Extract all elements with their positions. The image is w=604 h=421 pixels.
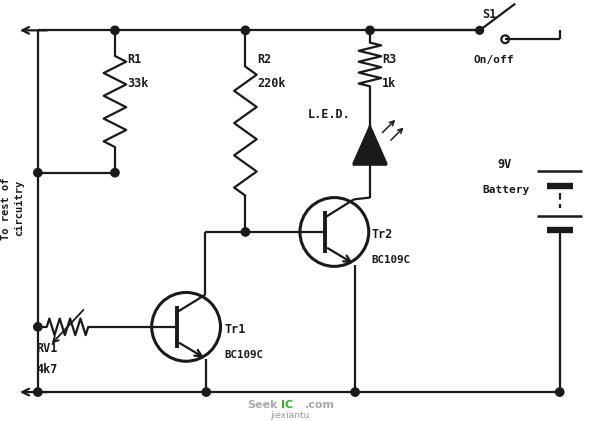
Circle shape [34, 388, 42, 396]
Circle shape [476, 27, 484, 34]
Text: Tr1: Tr1 [225, 323, 246, 336]
Circle shape [556, 388, 564, 396]
Circle shape [241, 26, 249, 35]
Circle shape [111, 26, 119, 35]
Text: L.E.D.: L.E.D. [307, 108, 350, 121]
Text: R3: R3 [382, 53, 396, 66]
Text: RV1: RV1 [37, 342, 58, 355]
Circle shape [34, 168, 42, 177]
Text: 33k: 33k [127, 77, 148, 90]
Text: 220k: 220k [257, 77, 286, 90]
Circle shape [366, 26, 374, 35]
Text: BC109C: BC109C [371, 255, 410, 265]
Text: On/off: On/off [474, 55, 514, 65]
Text: Battery: Battery [483, 185, 530, 195]
Text: 1k: 1k [382, 77, 396, 90]
Text: S1: S1 [483, 8, 497, 21]
Circle shape [241, 228, 249, 236]
Text: Tr2: Tr2 [371, 228, 393, 241]
Polygon shape [353, 126, 387, 164]
Circle shape [34, 323, 42, 331]
Text: IC: IC [281, 400, 293, 410]
Text: 4k7: 4k7 [37, 363, 58, 376]
Text: Seek: Seek [248, 400, 278, 410]
Text: jiexiantu: jiexiantu [270, 411, 310, 420]
Text: .com: .com [304, 400, 335, 410]
Circle shape [111, 168, 119, 177]
Circle shape [202, 388, 210, 396]
Text: To rest of
circuitry: To rest of circuitry [1, 177, 25, 240]
Text: R2: R2 [257, 53, 272, 66]
Text: BC109C: BC109C [225, 350, 264, 360]
Text: R1: R1 [127, 53, 141, 66]
Circle shape [351, 388, 359, 396]
Text: 9V: 9V [498, 158, 512, 171]
